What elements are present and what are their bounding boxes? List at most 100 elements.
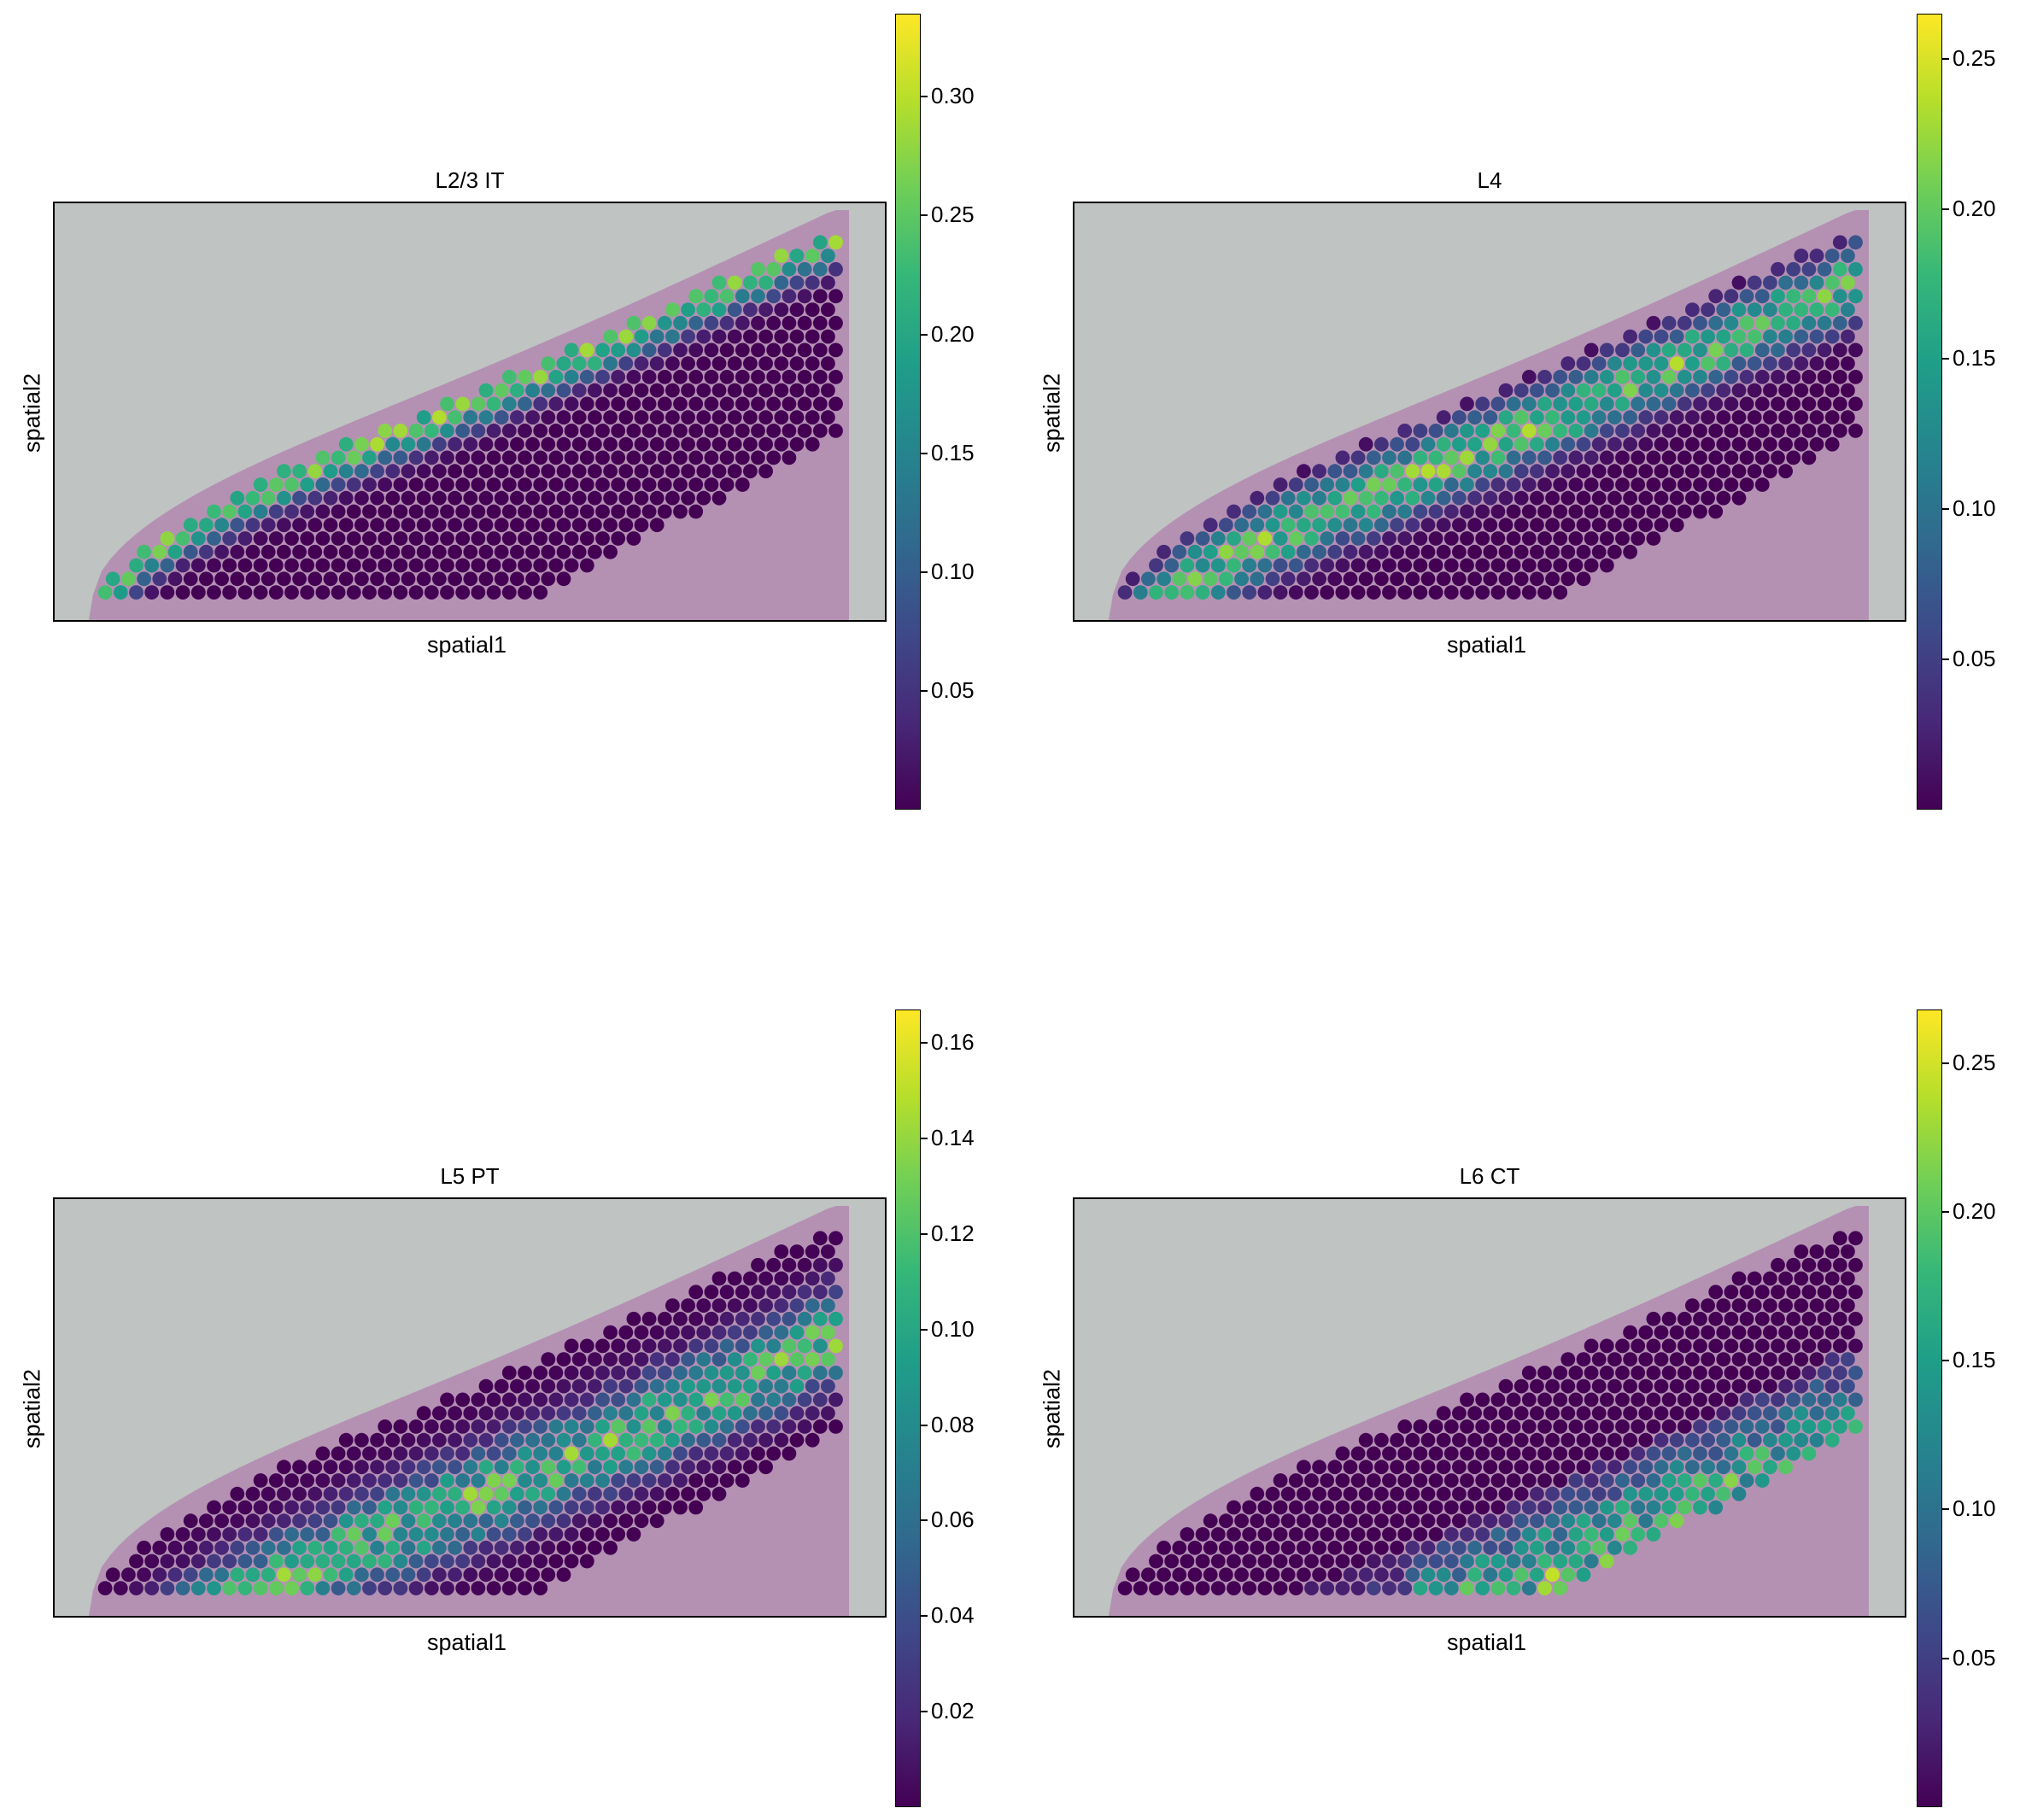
spot — [641, 1366, 657, 1380]
spot — [564, 1446, 579, 1461]
spot — [1227, 504, 1241, 519]
spot — [1754, 1392, 1770, 1407]
spot — [307, 1460, 323, 1475]
spot — [167, 571, 183, 587]
spot — [1521, 558, 1537, 573]
spot — [673, 342, 688, 358]
spot — [789, 1325, 805, 1340]
spot — [1716, 383, 1731, 398]
spot — [1483, 1432, 1498, 1448]
spot — [618, 1325, 634, 1340]
spot — [774, 275, 789, 290]
spot — [1304, 1581, 1319, 1595]
spot — [774, 436, 789, 452]
spot — [129, 1554, 143, 1569]
spot — [277, 1567, 291, 1583]
spot — [1560, 1378, 1576, 1394]
spot — [1180, 1527, 1195, 1542]
spot — [782, 342, 797, 358]
spot — [1413, 1473, 1428, 1488]
spot — [1297, 1567, 1311, 1583]
spot — [1320, 1581, 1335, 1595]
spot — [1623, 1540, 1637, 1555]
spot — [657, 1473, 672, 1488]
colorbar — [895, 1009, 921, 1807]
spot — [378, 1500, 393, 1515]
spot — [1591, 1513, 1607, 1529]
spot — [408, 477, 424, 492]
spot — [1405, 571, 1420, 587]
spot — [1576, 1352, 1591, 1366]
spot — [1591, 1540, 1607, 1555]
spot — [494, 1378, 509, 1394]
spot — [541, 356, 556, 371]
spot — [1778, 1352, 1793, 1366]
spot — [719, 1446, 735, 1461]
spot — [571, 1486, 587, 1501]
spot — [1560, 490, 1576, 506]
spot — [1685, 329, 1700, 344]
spot — [641, 1338, 657, 1354]
spot — [300, 558, 315, 573]
spot — [696, 1298, 711, 1313]
spot — [727, 302, 742, 317]
spot — [1832, 235, 1847, 250]
spot — [1716, 1460, 1731, 1475]
spot — [1560, 571, 1576, 587]
spot — [1677, 1473, 1692, 1488]
spot — [812, 261, 828, 277]
spot — [533, 1446, 548, 1461]
spot — [416, 1460, 431, 1475]
spot — [751, 342, 765, 358]
spot — [1786, 1338, 1801, 1354]
spot — [1164, 585, 1180, 600]
spot — [1335, 1473, 1350, 1488]
spot — [401, 436, 416, 452]
spot — [782, 1392, 797, 1407]
spot — [307, 1513, 323, 1529]
colorbar-tick-mark — [921, 1138, 928, 1139]
spot — [323, 464, 338, 479]
spot — [556, 464, 571, 479]
spot — [1701, 1486, 1715, 1501]
spot — [385, 1540, 401, 1555]
colorbar-tick-mark — [1942, 1508, 1949, 1511]
spot — [579, 1366, 594, 1380]
spot — [292, 571, 307, 587]
spot — [665, 436, 680, 452]
spot — [455, 1446, 471, 1461]
spot — [735, 1392, 750, 1407]
spot — [501, 531, 517, 546]
spot — [828, 396, 843, 412]
spot — [1428, 450, 1443, 465]
spot — [1553, 1527, 1568, 1542]
spot — [1498, 1486, 1514, 1501]
spot — [1685, 383, 1700, 398]
spot — [1545, 1378, 1560, 1394]
spot — [416, 1406, 431, 1421]
spot — [1817, 261, 1832, 277]
spot — [1693, 424, 1707, 438]
spot — [1646, 1311, 1661, 1326]
spot — [1390, 1460, 1404, 1475]
spot — [455, 1392, 471, 1407]
spot — [1125, 1567, 1140, 1583]
spot — [1599, 1527, 1614, 1542]
spot — [277, 571, 291, 587]
spot — [1841, 1378, 1855, 1394]
spot — [1374, 1486, 1389, 1501]
spot — [634, 356, 649, 371]
spot — [1631, 396, 1646, 412]
spot — [315, 1581, 331, 1595]
spot — [1786, 1257, 1801, 1273]
spot — [1716, 329, 1731, 344]
spot — [1483, 464, 1498, 479]
spot — [478, 1406, 494, 1421]
spot — [649, 329, 665, 344]
spot — [1390, 1540, 1404, 1555]
spot — [1724, 1473, 1739, 1488]
spot — [564, 1500, 579, 1515]
spot — [494, 490, 509, 506]
spot — [1530, 1460, 1544, 1475]
spot — [719, 1419, 735, 1434]
